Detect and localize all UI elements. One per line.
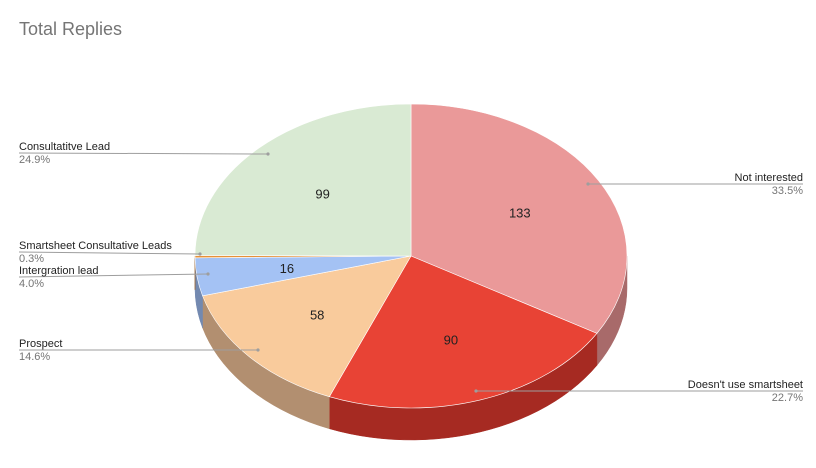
slice-value-label: 99 bbox=[315, 187, 329, 202]
slice-label-percent: 14.6% bbox=[19, 351, 50, 363]
slice-label-name: Consultatitve Lead bbox=[19, 141, 110, 153]
chart-title: Total Replies bbox=[19, 19, 123, 39]
slice-label-name: Prospect bbox=[19, 338, 62, 350]
leader-line bbox=[18, 273, 209, 278]
slice-value-label: 133 bbox=[509, 205, 531, 220]
slice-label-percent: 0.3% bbox=[19, 253, 44, 265]
leader-dot bbox=[198, 252, 202, 256]
pie-slice-2[interactable] bbox=[202, 255, 412, 398]
leader-dot bbox=[586, 182, 590, 186]
slice-label-percent: 24.9% bbox=[19, 154, 50, 166]
leader-dot bbox=[266, 152, 270, 156]
slice-label-percent: 22.7% bbox=[772, 392, 803, 404]
leader-line bbox=[18, 152, 269, 155]
leader-dot bbox=[256, 348, 260, 352]
slice-value-label: 90 bbox=[444, 333, 458, 348]
slice-label-name: Doesn't use smartsheet bbox=[688, 379, 803, 391]
slice-label-percent: 4.0% bbox=[19, 278, 44, 290]
slice-label-name: Intergration lead bbox=[19, 265, 99, 277]
slice-value-label: 58 bbox=[310, 307, 324, 322]
pie-slice-1[interactable] bbox=[328, 255, 598, 409]
slice-value-label: 16 bbox=[280, 261, 294, 276]
leader-line bbox=[18, 251, 201, 255]
leader-dot bbox=[474, 389, 478, 393]
pie-slice-5[interactable] bbox=[194, 103, 412, 257]
leader-dot bbox=[206, 272, 210, 276]
slice-label-percent: 33.5% bbox=[772, 185, 803, 197]
slice-label-name: Smartsheet Consultative Leads bbox=[19, 240, 172, 252]
pie-slice-0[interactable] bbox=[410, 103, 628, 334]
slice-label-name: Not interested bbox=[735, 172, 803, 184]
